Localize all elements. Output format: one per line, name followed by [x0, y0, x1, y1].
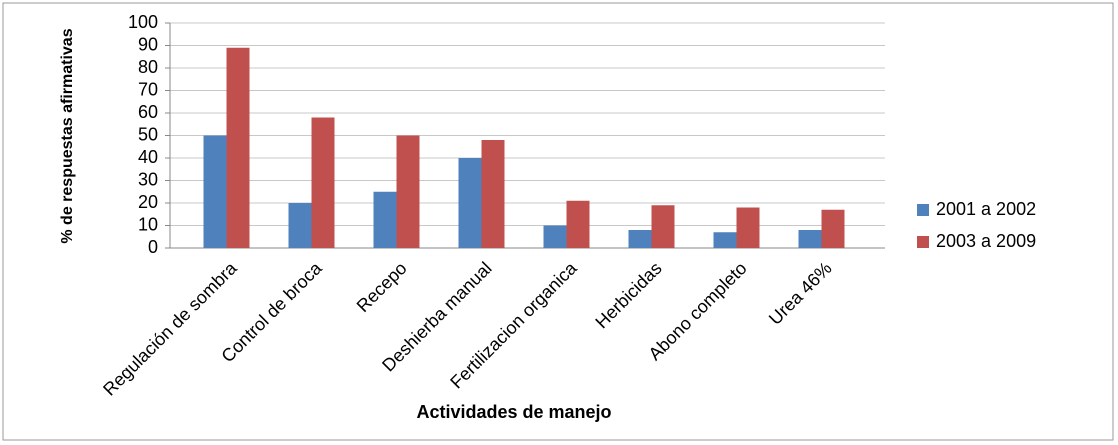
y-tick-label: 40: [138, 147, 158, 167]
legend-label: 2001 a 2002: [936, 199, 1036, 219]
bar: [628, 230, 652, 248]
y-tick-label: 10: [138, 214, 158, 234]
y-tick-label: 50: [138, 124, 158, 144]
bar: [566, 200, 590, 248]
y-tick-label: 100: [128, 12, 158, 32]
x-axis-title: Actividades de manejo: [416, 402, 611, 422]
bar: [226, 47, 250, 248]
bar: [481, 140, 505, 248]
bar: [736, 207, 760, 248]
x-tick-label: Regulación de sombra: [99, 257, 241, 399]
bar: [311, 117, 335, 248]
legend-label: 2003 a 2009: [936, 231, 1036, 251]
bar: [373, 191, 397, 248]
bar: [458, 158, 482, 248]
y-tick-label: 90: [138, 34, 158, 54]
bar: [396, 135, 420, 248]
bar: [798, 230, 822, 248]
x-tick-label: Recepo: [353, 258, 411, 316]
bar: [713, 232, 737, 248]
y-tick-label: 80: [138, 57, 158, 77]
y-axis-title: % de respuestas afirmativas: [59, 28, 76, 243]
y-tick-label: 0: [148, 237, 158, 257]
y-tick-label: 70: [138, 79, 158, 99]
y-tick-label: 60: [138, 102, 158, 122]
bar: [821, 209, 845, 248]
legend-swatch: [917, 204, 929, 216]
legend-swatch: [917, 236, 929, 248]
x-tick-label: Herbicidas: [591, 258, 665, 332]
bar: [288, 203, 312, 248]
bar: [203, 135, 227, 248]
bar: [543, 225, 567, 248]
bar: [651, 205, 675, 248]
x-tick-label: Urea 46%: [765, 258, 836, 329]
y-tick-label: 30: [138, 169, 158, 189]
y-tick-label: 20: [138, 192, 158, 212]
